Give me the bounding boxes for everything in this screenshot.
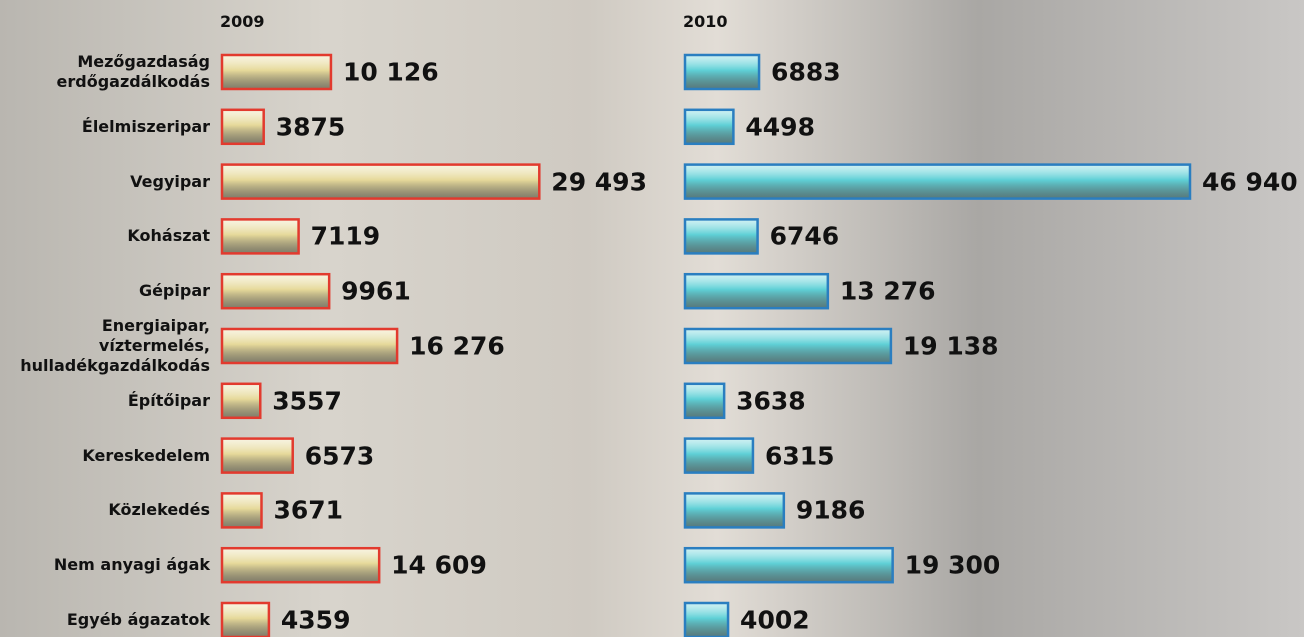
bar bbox=[222, 439, 293, 473]
category-label: Kohászat bbox=[127, 226, 210, 246]
value-label: 9961 bbox=[341, 277, 411, 306]
value-label: 3671 bbox=[273, 496, 343, 525]
series-header: 2010 bbox=[683, 12, 728, 31]
value-label: 7119 bbox=[311, 222, 381, 251]
value-label: 13 276 bbox=[840, 277, 936, 306]
value-label: 4498 bbox=[745, 112, 815, 141]
bar bbox=[222, 603, 269, 637]
value-label: 4002 bbox=[740, 606, 810, 635]
bar bbox=[685, 219, 758, 253]
bar bbox=[685, 274, 828, 308]
bar bbox=[222, 55, 331, 89]
value-label: 3557 bbox=[272, 386, 342, 415]
bar bbox=[222, 110, 264, 144]
value-label: 19 138 bbox=[903, 332, 999, 361]
value-label: 6746 bbox=[770, 222, 840, 251]
bar bbox=[685, 55, 759, 89]
bar bbox=[685, 165, 1190, 199]
category-label: Élelmiszeripar bbox=[82, 117, 210, 137]
bar bbox=[685, 493, 784, 527]
bar bbox=[222, 384, 260, 418]
bar bbox=[685, 548, 893, 582]
category-label: Közlekedés bbox=[108, 500, 210, 520]
value-label: 3638 bbox=[736, 386, 806, 415]
value-label: 6883 bbox=[771, 58, 841, 87]
value-label: 14 609 bbox=[391, 551, 487, 580]
bar bbox=[685, 110, 733, 144]
bar bbox=[222, 274, 329, 308]
bar bbox=[222, 165, 539, 199]
category-label: Gépipar bbox=[139, 281, 210, 301]
value-label: 6315 bbox=[765, 441, 835, 470]
value-label: 16 276 bbox=[409, 332, 505, 361]
value-label: 9186 bbox=[796, 496, 866, 525]
value-label: 10 126 bbox=[343, 58, 439, 87]
value-label: 19 300 bbox=[905, 551, 1001, 580]
bar bbox=[685, 603, 728, 637]
chart: Mezőgazdaság erdőgazdálkodás Élelmiszerip… bbox=[0, 0, 1304, 637]
bar bbox=[685, 439, 753, 473]
bar bbox=[222, 548, 379, 582]
category-label: Kereskedelem bbox=[82, 446, 210, 466]
category-label: Építőipar bbox=[128, 391, 210, 411]
category-label: Nem anyagi ágak bbox=[54, 555, 210, 575]
category-label: Vegyipar bbox=[130, 172, 210, 192]
series-header: 2009 bbox=[220, 12, 265, 31]
value-label: 4359 bbox=[281, 606, 351, 635]
value-label: 3875 bbox=[276, 112, 346, 141]
category-label: Energiaipar, víztermelés, hulladékgazdál… bbox=[0, 316, 210, 376]
bar bbox=[222, 219, 299, 253]
bar bbox=[222, 329, 397, 363]
value-label: 29 493 bbox=[551, 167, 647, 196]
bar bbox=[222, 493, 261, 527]
value-label: 6573 bbox=[305, 441, 375, 470]
bar bbox=[685, 384, 724, 418]
category-label: Egyéb ágazatok bbox=[67, 610, 210, 630]
bar bbox=[685, 329, 891, 363]
category-label: Mezőgazdaság erdőgazdálkodás bbox=[57, 52, 210, 92]
value-label: 46 940 bbox=[1202, 167, 1298, 196]
